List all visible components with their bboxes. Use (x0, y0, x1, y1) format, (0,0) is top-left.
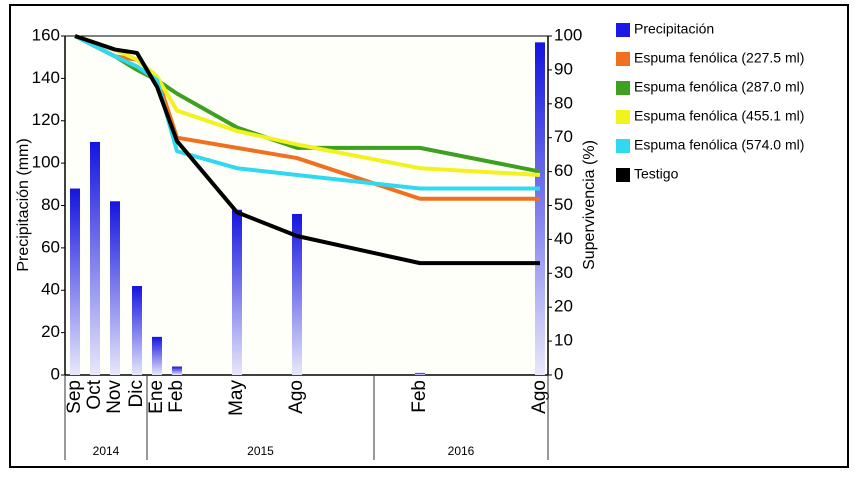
legend-label: Precipitación (634, 21, 714, 37)
x-tick-label: Nov (104, 380, 125, 414)
bar (292, 213, 302, 375)
y-tick-label: 80 (41, 195, 60, 214)
y2-tick-label: 90 (554, 59, 573, 78)
bar (232, 209, 242, 375)
x-tick-label: Oct (84, 379, 105, 409)
bar (415, 372, 425, 375)
x-tick-label: May (226, 380, 247, 416)
y2-tick-label: 10 (554, 331, 573, 350)
x-tick-label: Dic (126, 380, 147, 407)
group-label: 2016 (448, 444, 475, 458)
x-tick-label: Ago (286, 380, 307, 414)
line (74, 34, 540, 266)
bar (535, 42, 545, 375)
group-label: 2014 (93, 444, 120, 458)
bar (132, 286, 142, 375)
legend-swatch (616, 139, 630, 153)
y-axis-label: Precipitación (mm) (15, 138, 32, 271)
y2-axis-label: Supervivencia (%) (581, 140, 598, 270)
y-tick-label: 0 (51, 364, 60, 383)
group-label: 2015 (247, 444, 274, 458)
y2-tick-label: 40 (554, 229, 573, 248)
y-tick-label: 40 (41, 280, 60, 299)
y-tick-label: 100 (32, 153, 60, 172)
y2-tick-label: 60 (554, 161, 573, 180)
bar (172, 366, 182, 375)
x-tick-label: Sep (64, 380, 85, 414)
y2-tick-label: 30 (554, 263, 573, 282)
legend-swatch (616, 168, 630, 182)
bar (90, 141, 100, 375)
legend-label: Espuma fenólica (287.0 ml) (634, 79, 804, 95)
y2-tick-label: 70 (554, 127, 573, 146)
y-tick-label: 140 (32, 68, 60, 87)
legend-label: Espuma fenólica (455.1 ml) (634, 108, 804, 124)
bar (152, 336, 162, 375)
y2-tick-label: 80 (554, 93, 573, 112)
x-tick-label: Ene (146, 380, 167, 414)
legend-swatch (616, 81, 630, 95)
legend-swatch (616, 52, 630, 66)
x-tick-label: Feb (409, 380, 430, 413)
bar (110, 201, 120, 375)
legend-swatch (616, 23, 630, 37)
y-tick-label: 60 (41, 237, 60, 256)
legend-label: Testigo (634, 166, 679, 182)
x-tick-label: Feb (166, 380, 187, 413)
plot-area (65, 36, 548, 375)
y-tick-label: 160 (32, 25, 60, 44)
y2-tick-label: 100 (554, 25, 582, 44)
y2-tick-label: 20 (554, 297, 573, 316)
bar (70, 188, 80, 375)
legend-swatch (616, 110, 630, 124)
y2-tick-label: 0 (554, 364, 563, 383)
y2-tick-label: 50 (554, 195, 573, 214)
legend-label: Espuma fenólica (574.0 ml) (634, 137, 804, 153)
y-tick-label: 120 (32, 110, 60, 129)
y-tick-label: 20 (41, 322, 60, 341)
legend-label: Espuma fenólica (227.5 ml) (634, 50, 804, 66)
x-tick-label: Ago (529, 380, 550, 414)
